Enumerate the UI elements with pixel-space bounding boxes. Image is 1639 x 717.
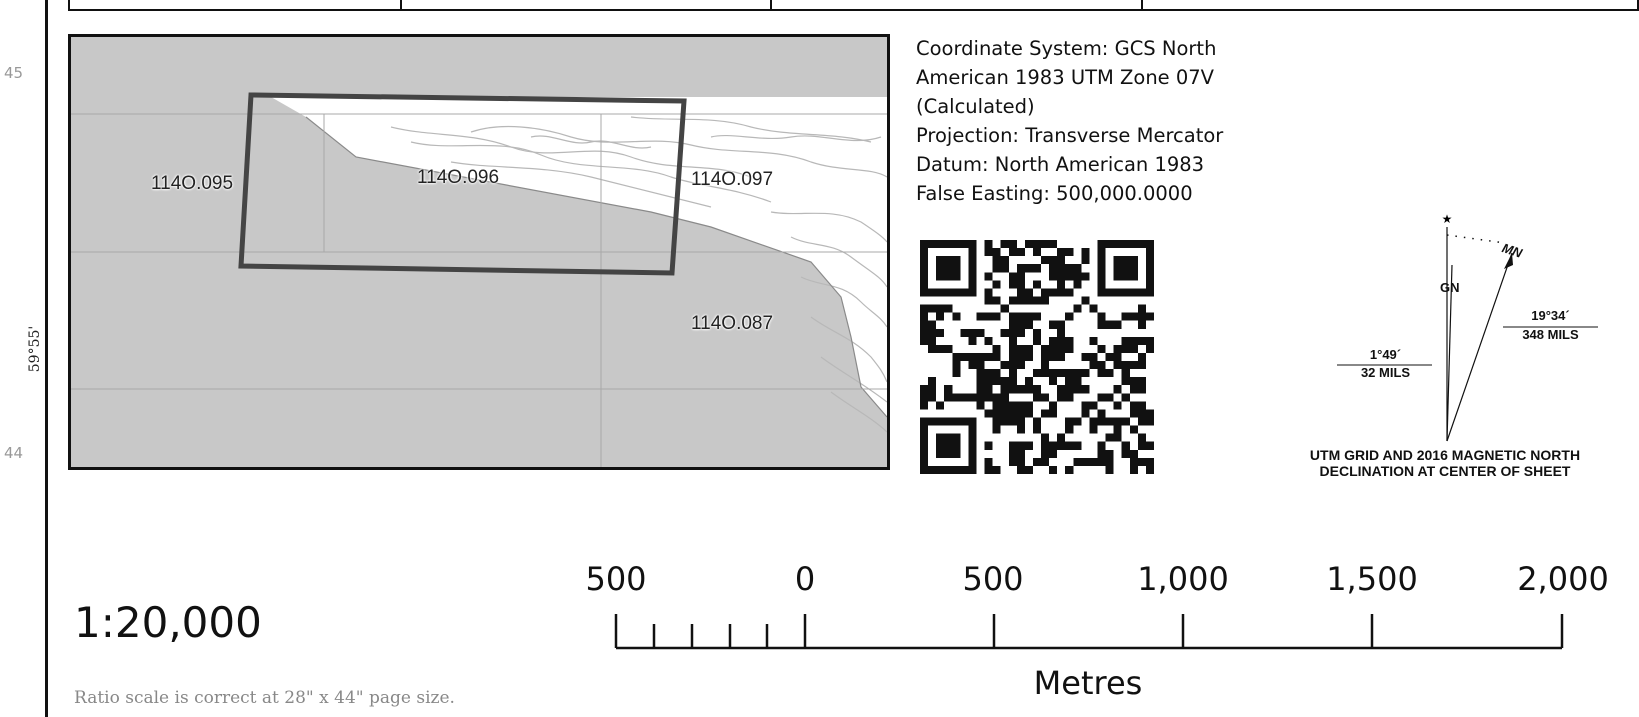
coordinate-system-info: Coordinate System: GCS North American 19… [916, 34, 1256, 208]
grid-tick-label: 44 [4, 444, 24, 462]
dotted-arc [1446, 234, 1506, 244]
declination-title-line: UTM GRID AND 2016 MAGNETIC NORTH [1309, 447, 1581, 463]
scale-bar-ticks [614, 614, 1564, 648]
land-area [271, 97, 887, 417]
current-sheet-box [238, 92, 687, 276]
sheet-label: 114O.087 [691, 313, 774, 334]
star-icon: ★ [1442, 212, 1453, 226]
grid-north-line [1446, 264, 1453, 442]
sheet-label: 114O.097 [691, 169, 774, 190]
latitude-label: 59°55' [27, 325, 44, 373]
coord-line: (Calculated) [916, 95, 1035, 118]
contour-lines [390, 116, 887, 433]
scale-bar-label: 2,000 [1517, 560, 1609, 598]
scale-bar-label: 500 [962, 560, 1024, 598]
scale-bar [614, 614, 1564, 650]
declination-title-line: DECLINATION AT CENTER OF SHEET [1319, 463, 1571, 479]
coord-line: American 1983 UTM Zone 07V [916, 66, 1215, 89]
panel-divider [400, 0, 402, 9]
magnetic-declination-mils: 348 MILS [1522, 327, 1579, 342]
scale-note: Ratio scale is correct at 28" x 44" page… [74, 688, 455, 708]
sheet-grid [71, 113, 887, 467]
scale-bar-unit: Metres [1033, 664, 1143, 702]
qr-code-icon[interactable] [920, 240, 1154, 479]
declination-title: UTM GRID AND 2016 MAGNETIC NORTH DECLINA… [1280, 447, 1610, 479]
coord-line: Datum: North American 1983 [916, 153, 1205, 176]
panel-divider [1141, 0, 1143, 9]
magnetic-north-line [1446, 252, 1513, 442]
panel-divider [770, 0, 772, 9]
scale-bar-label: 1,500 [1326, 560, 1418, 598]
sheet-border-left [45, 0, 48, 717]
coord-line: Coordinate System: GCS North [916, 37, 1217, 60]
coord-line: Projection: Transverse Mercator [916, 124, 1224, 147]
coastline [305, 116, 887, 418]
index-map: 114O.095 114O.096 114O.097 114O.087 [68, 34, 890, 470]
mn-arrow-icon [1504, 253, 1513, 269]
gn-label: GN [1440, 280, 1460, 295]
index-map-graphic [71, 92, 887, 467]
grid-declination-mils: 32 MILS [1360, 365, 1411, 380]
sheet-label: 114O.096 [417, 167, 500, 188]
magnetic-declination-angle: 19°34´ [1531, 308, 1570, 323]
coord-line: False Easting: 500,000.0000 [916, 182, 1193, 205]
scale-ratio: 1:20,000 [74, 598, 262, 647]
sheet-label: 114O.095 [151, 173, 234, 194]
scale-bar-label: 500 [585, 560, 647, 598]
grid-declination-angle: 1°49´ [1369, 347, 1402, 362]
scale-bar-label: 1,000 [1137, 560, 1229, 598]
declination-diagram: ★ [1337, 212, 1598, 442]
grid-tick-label: 45 [4, 64, 24, 82]
upper-panel-frame [68, 0, 1639, 11]
scale-bar-label: 0 [794, 560, 816, 598]
